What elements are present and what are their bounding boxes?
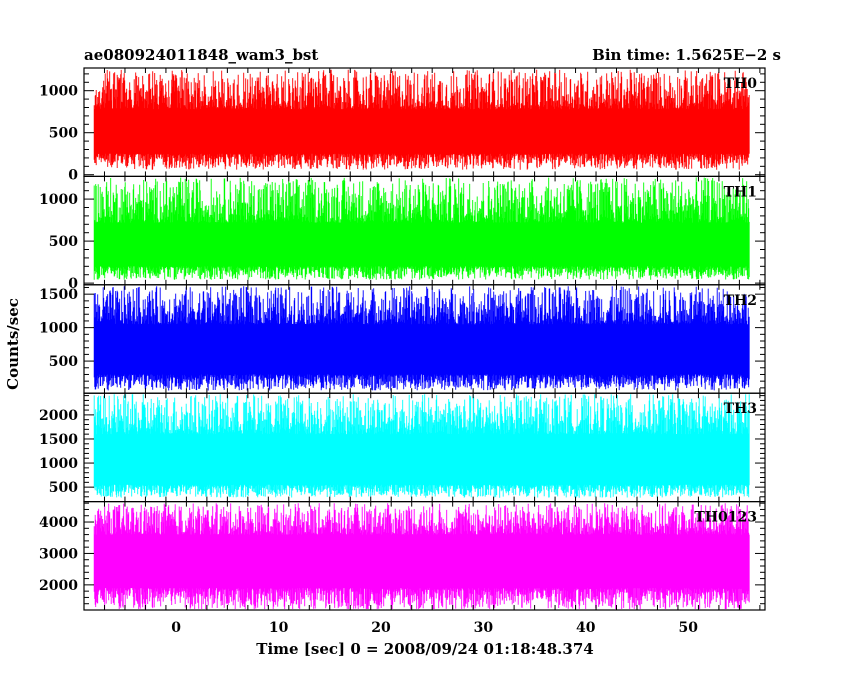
series-label-th1: TH1 xyxy=(724,184,757,200)
series-trace-th0123 xyxy=(93,503,750,609)
x-tick-label: 40 xyxy=(576,620,596,636)
series-trace-th1 xyxy=(93,177,750,280)
panel-frame-th0123 xyxy=(83,501,766,611)
y-tick-label: 500 xyxy=(49,480,78,496)
y-tick-label: 500 xyxy=(49,126,78,142)
y-tick-label: 2000 xyxy=(39,408,78,424)
x-tick-label: 50 xyxy=(678,620,698,636)
series-label-th0123: TH0123 xyxy=(694,510,757,526)
y-tick-label: 0 xyxy=(68,168,78,184)
x-tick-label: 10 xyxy=(269,620,289,636)
y-tick-label: 3000 xyxy=(39,546,78,562)
x-tick-label: 0 xyxy=(171,620,181,636)
y-tick-label: 500 xyxy=(49,354,78,370)
series-trace-th2 xyxy=(93,286,750,391)
series-label-th0: TH0 xyxy=(724,76,758,92)
y-tick-label: 4000 xyxy=(39,515,78,531)
chart-title-left: ae080924011848_wam3_bst xyxy=(84,46,318,64)
series-trace-th0 xyxy=(93,69,750,170)
y-tick-label: 1000 xyxy=(39,321,78,337)
x-tick-label: 20 xyxy=(371,620,391,636)
y-axis-label: Counts/sec xyxy=(4,298,22,390)
y-tick-label: 1000 xyxy=(39,84,78,100)
y-tick-label: 0 xyxy=(68,276,78,292)
x-axis-label: Time [sec] 0 = 2008/09/24 01:18:48.374 xyxy=(256,640,593,658)
series-trace-th3 xyxy=(93,394,750,498)
y-tick-label: 500 xyxy=(49,234,78,250)
series-label-th3: TH3 xyxy=(724,401,757,417)
y-tick-label: 1500 xyxy=(39,287,78,303)
x-tick-label: 30 xyxy=(474,620,494,636)
chart-title-right: Bin time: 1.5625E−2 s xyxy=(592,46,781,64)
y-tick-label: 1000 xyxy=(39,192,78,208)
series-label-th2: TH2 xyxy=(724,293,757,309)
y-tick-label: 1000 xyxy=(39,456,78,472)
y-tick-label: 1500 xyxy=(39,432,78,448)
y-tick-label: 2000 xyxy=(39,578,78,594)
